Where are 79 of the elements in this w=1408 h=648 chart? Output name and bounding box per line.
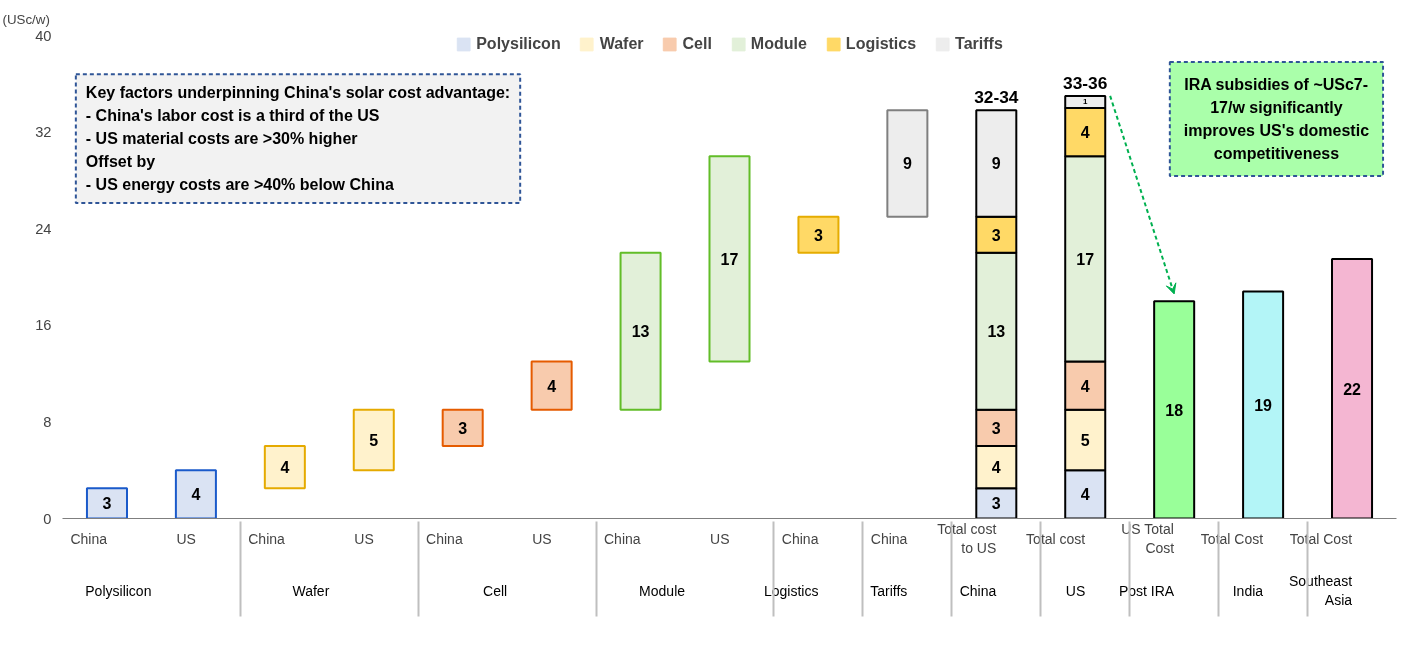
data-label: 9 [902,155,912,173]
category-label: Cell [483,582,508,599]
bar [708,155,751,363]
bar [886,109,929,218]
bar [1242,290,1285,519]
legend-label: Module [750,35,807,53]
legend-label: Cell [682,35,712,53]
legend-label: Logistics [845,35,917,53]
legend-label: Polysilicon [476,35,561,53]
category-label: China [248,530,285,547]
bar [85,487,128,519]
data-label: 18 [1165,401,1184,419]
y-tick-label: 0 [43,510,52,527]
data-label: 3 [813,226,823,244]
y-tick-label: 40 [35,27,52,44]
data-label: 3 [991,495,1001,513]
y-tick-label: 8 [43,413,52,430]
data-label: 3 [102,495,112,513]
total-label: 32-34 [974,87,1019,108]
data-label: 3 [991,419,1001,437]
data-label: 4 [547,377,557,395]
bar [1331,257,1374,519]
category-label: China [603,530,641,547]
data-label: 17 [1076,250,1095,268]
category-label: US [532,530,552,547]
category-label: Tariffs [870,582,908,599]
data-label: 4 [280,459,290,477]
legend-label: Tariffs [955,35,1003,53]
y-tick-label: 32 [35,124,52,141]
data-label: 13 [631,323,650,341]
category-label: China [70,530,107,547]
bar [530,360,573,411]
data-label: 4 [191,486,201,504]
category-label: China [870,530,908,547]
bar [352,408,395,472]
category-label: US [354,530,374,547]
data-label: 4 [991,459,1001,477]
data-label: 4 [1080,377,1090,395]
category-label: Total Cost [1289,530,1353,547]
category-label: US [176,530,196,547]
data-label: 5 [369,432,379,450]
data-label: 17 [720,250,739,268]
y-axis-title: (USc/w) [2,11,50,27]
data-label: 13 [987,323,1006,341]
category-label: US [1065,582,1086,599]
category-label: US [710,530,730,547]
category-label: China [959,582,997,599]
bar [797,215,840,254]
data-label: 5 [1080,432,1090,450]
data-label: 4 [1080,124,1090,142]
data-label: 3 [991,226,1001,244]
bar [1153,300,1196,519]
data-label: 22 [1343,380,1362,398]
data-label: 3 [458,419,468,437]
annotation: Key factors underpinning China's solar cost advantage: - China's labor cost is a third of the US - US material costs are >30% higher Offset by - US energy costs are >40% below China [85,84,511,193]
category-label: Total Cost [1200,530,1264,547]
y-tick-label: 16 [35,317,52,334]
annotation: IRA subsidies of ~USc7- 17/w significantly improves US's domestic competitiveness [1183,76,1370,162]
category-label: Logistics [763,582,819,599]
y-tick-label: 24 [35,220,52,237]
category-label: China [781,530,819,547]
category-label: India [1232,582,1264,599]
category-label: Total cost [1026,530,1086,547]
bar [174,469,217,519]
category-label: China [426,530,463,547]
category-label: Wafer [292,582,330,599]
category-label: Total cost to US [937,520,997,557]
data-label: 9 [991,155,1001,173]
category-label: Southeast Asia [1288,573,1353,609]
legend-label: Wafer [599,35,644,53]
bar [263,445,306,490]
bar [619,251,662,411]
data-label: 1 [1083,97,1089,107]
total-label: 33-36 [1063,72,1108,93]
bar [441,408,484,448]
category-label: Polysilicon [85,582,152,599]
category-label: Module [639,582,686,599]
data-label: 19 [1254,396,1273,414]
data-label: 4 [1080,486,1090,504]
